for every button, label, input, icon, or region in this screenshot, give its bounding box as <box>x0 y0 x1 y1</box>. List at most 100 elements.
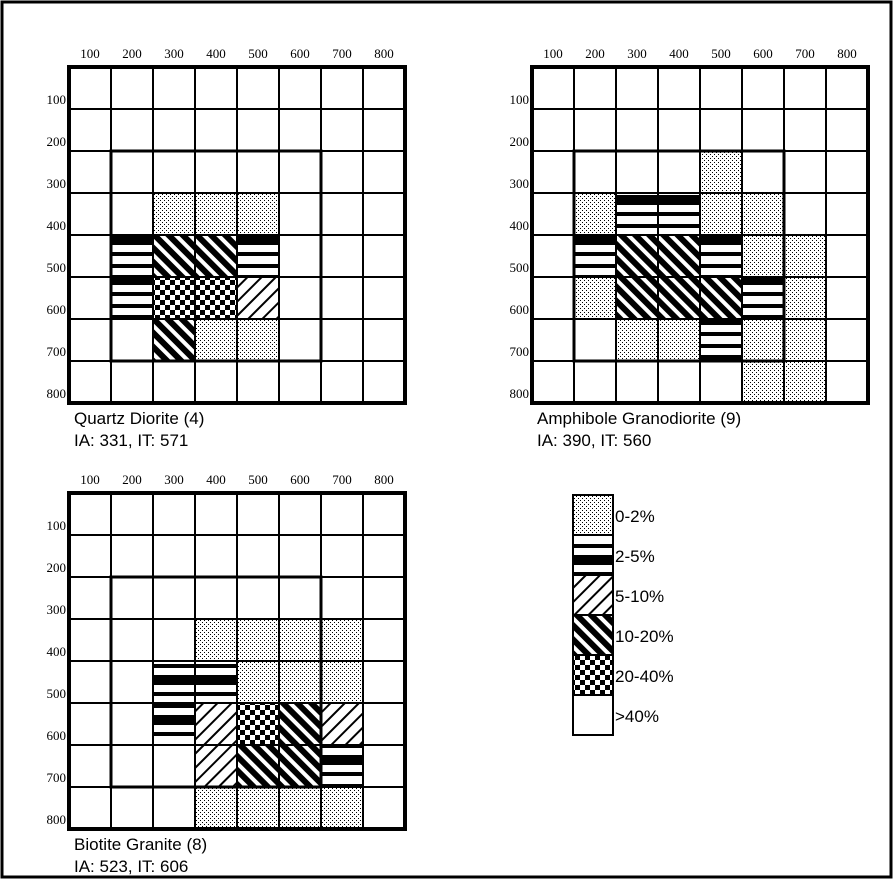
cell-r3-c8 <box>362 576 406 620</box>
cell-r5-c7 <box>783 234 827 278</box>
cell-r3-c3 <box>615 150 659 194</box>
cell-r7-c1 <box>531 318 575 362</box>
cell-r8-c2 <box>110 360 154 404</box>
cell-r1-c2 <box>573 66 617 110</box>
cell-r5-c1 <box>68 660 112 704</box>
cell-r3-c7 <box>320 576 364 620</box>
legend-item: 20-40% <box>572 654 674 696</box>
cell-r6-c6 <box>278 702 322 746</box>
cell-r4-c4 <box>194 192 238 236</box>
cell-r5-c1 <box>531 234 575 278</box>
cell-r8-c7 <box>320 786 364 830</box>
cell-r8-c1 <box>531 360 575 404</box>
cell-r1-c6 <box>741 66 785 110</box>
cell-r1-c3 <box>615 66 659 110</box>
x-tick-label: 300 <box>627 46 647 61</box>
y-tick-label: 800 <box>47 812 67 827</box>
cell-r7-c5 <box>236 744 280 788</box>
cell-r4-c2 <box>573 192 617 236</box>
cell-r5-c5 <box>699 234 743 278</box>
cell-r2-c4 <box>194 108 238 152</box>
cell-r8-c4 <box>194 786 238 830</box>
cell-r7-c8 <box>362 744 406 788</box>
x-tick-label: 200 <box>122 46 142 61</box>
cell-r7-c1 <box>68 744 112 788</box>
cell-r6-c3 <box>152 702 196 746</box>
cell-r8-c8 <box>362 786 406 830</box>
x-tick-label: 200 <box>585 46 605 61</box>
legend-label: >40% <box>615 707 659 726</box>
cell-r4-c5 <box>236 618 280 662</box>
y-tick-label: 700 <box>47 770 67 785</box>
cell-r5-c5 <box>236 660 280 704</box>
cell-r2-c5 <box>699 108 743 152</box>
x-tick-label: 700 <box>332 472 352 487</box>
cell-r8-c1 <box>68 786 112 830</box>
cell-r2-c8 <box>825 108 869 152</box>
y-tick-label: 500 <box>47 260 67 275</box>
panel-2: 100 200 300 400 500 600 700 800 100 200 300 400 500 6… <box>510 46 870 450</box>
legend-label: 2-5% <box>615 547 655 566</box>
cell-r3-c1 <box>68 150 112 194</box>
y-tick-label: 300 <box>510 176 530 191</box>
cell-r4-c8 <box>362 192 406 236</box>
cell-r1-c6 <box>278 66 322 110</box>
cell-r1-c7 <box>783 66 827 110</box>
cell-r3-c2 <box>110 150 154 194</box>
cell-r2-c4 <box>194 534 238 578</box>
x-tick-label: 400 <box>206 472 226 487</box>
cell-r8-c7 <box>320 360 364 404</box>
cell-r6-c2 <box>110 702 154 746</box>
cell-r6-c7 <box>320 276 364 320</box>
y-tick-label: 500 <box>47 686 67 701</box>
y-tick-label: 300 <box>47 602 67 617</box>
legend-item: 5-10% <box>572 574 664 616</box>
cell-r1-c4 <box>657 66 701 110</box>
cell-r1-c8 <box>362 66 406 110</box>
panel-border <box>67 491 407 831</box>
inner-box <box>572 149 786 363</box>
cell-r3-c1 <box>68 576 112 620</box>
cell-r3-c6 <box>741 150 785 194</box>
y-tick-label: 200 <box>47 560 67 575</box>
x-tick-label: 600 <box>753 46 773 61</box>
cell-r6-c8 <box>362 276 406 320</box>
cell-r1-c8 <box>825 66 869 110</box>
cell-r5-c2 <box>110 660 154 704</box>
cell-r8-c7 <box>783 360 827 404</box>
cell-r2-c2 <box>110 534 154 578</box>
cell-r7-c4 <box>657 318 701 362</box>
legend-item: 2-5% <box>572 534 655 576</box>
cell-r2-c8 <box>362 108 406 152</box>
x-tick-label: 500 <box>711 46 731 61</box>
cell-r7-c6 <box>741 318 785 362</box>
cell-r6-c5 <box>699 276 743 320</box>
cell-r2-c7 <box>320 534 364 578</box>
cell-r6-c4 <box>657 276 701 320</box>
cell-r7-c3 <box>615 318 659 362</box>
cell-r5-c2 <box>573 234 617 278</box>
cell-r7-c6 <box>278 744 322 788</box>
panel-subtitle: IA: 523, IT: 606 <box>74 857 188 876</box>
cell-r5-c6 <box>278 660 322 704</box>
x-tick-label: 200 <box>122 472 142 487</box>
cell-r7-c2 <box>573 318 617 362</box>
cell-r4-c8 <box>825 192 869 236</box>
cell-r5-c4 <box>657 234 701 278</box>
cell-r1-c1 <box>68 492 112 536</box>
cell-r1-c1 <box>531 66 575 110</box>
y-tick-label: 400 <box>510 218 530 233</box>
legend-item: >40% <box>572 694 659 736</box>
cell-r3-c8 <box>825 150 869 194</box>
x-tick-label: 300 <box>164 472 184 487</box>
legend-swatch <box>572 534 614 576</box>
y-tick-label: 200 <box>47 134 67 149</box>
cell-r4-c1 <box>68 192 112 236</box>
cell-r5-c4 <box>194 660 238 704</box>
cell-r1-c7 <box>320 66 364 110</box>
x-tick-label: 800 <box>374 46 394 61</box>
cell-r4-c2 <box>110 618 154 662</box>
cell-r5-c6 <box>741 234 785 278</box>
